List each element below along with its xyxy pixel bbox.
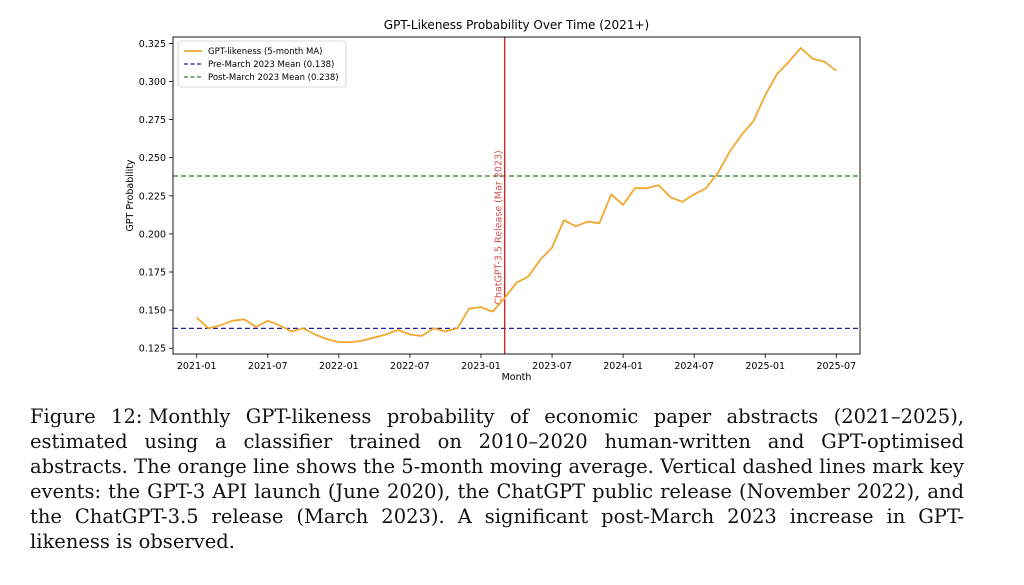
y-tick-label: 0.275	[139, 115, 166, 126]
y-tick-label: 0.250	[139, 153, 166, 164]
caption-text: Monthly GPT-likeness probability of econ…	[30, 405, 964, 553]
x-tick-label: 2025-07	[816, 361, 856, 372]
x-tick-label: 2021-01	[177, 361, 217, 372]
chart-title: GPT-Likeness Probability Over Time (2021…	[384, 18, 649, 32]
y-tick-label: 0.200	[139, 229, 166, 240]
line-chart: GPT-Likeness Probability Over Time (2021…	[125, 18, 861, 383]
legend-label: GPT-likeness (5-month MA)	[208, 47, 322, 57]
chart-figure: GPT-Likeness Probability Over Time (2021…	[125, 18, 861, 383]
legend-label: Pre-March 2023 Mean (0.138)	[208, 60, 334, 70]
y-tick-label: 0.150	[139, 306, 166, 317]
legend-label: Post-March 2023 Mean (0.238)	[208, 73, 339, 83]
x-tick-label: 2023-07	[532, 361, 572, 372]
x-axis-label: Month	[502, 372, 532, 383]
y-tick-label: 0.175	[139, 268, 166, 279]
x-tick-label: 2022-07	[390, 361, 430, 372]
legend-box	[177, 40, 347, 88]
plot-frame	[172, 36, 861, 355]
x-tick-label: 2021-07	[248, 361, 288, 372]
y-axis-label: GPT Probability	[125, 159, 136, 232]
gpt-likeness-line	[196, 47, 837, 344]
release-label: ChatGPT-3.5 Release (Mar 2023)	[494, 150, 505, 304]
caption-label: Figure 12:	[30, 405, 143, 428]
y-tick-label: 0.300	[139, 77, 166, 88]
x-tick-label: 2025-01	[745, 361, 785, 372]
y-tick-label: 0.325	[139, 39, 166, 50]
x-tick-label: 2022-01	[319, 361, 359, 372]
figure-caption: Figure 12: Monthly GPT-likeness probabili…	[30, 404, 964, 554]
x-tick-label: 2024-01	[603, 361, 643, 372]
x-tick-label: 2024-07	[674, 361, 714, 372]
y-tick-label: 0.125	[139, 344, 166, 355]
chart-svg: GPT-Likeness Probability Over Time (2021…	[125, 18, 861, 383]
y-tick-label: 0.225	[139, 191, 166, 202]
x-tick-label: 2023-01	[461, 361, 501, 372]
